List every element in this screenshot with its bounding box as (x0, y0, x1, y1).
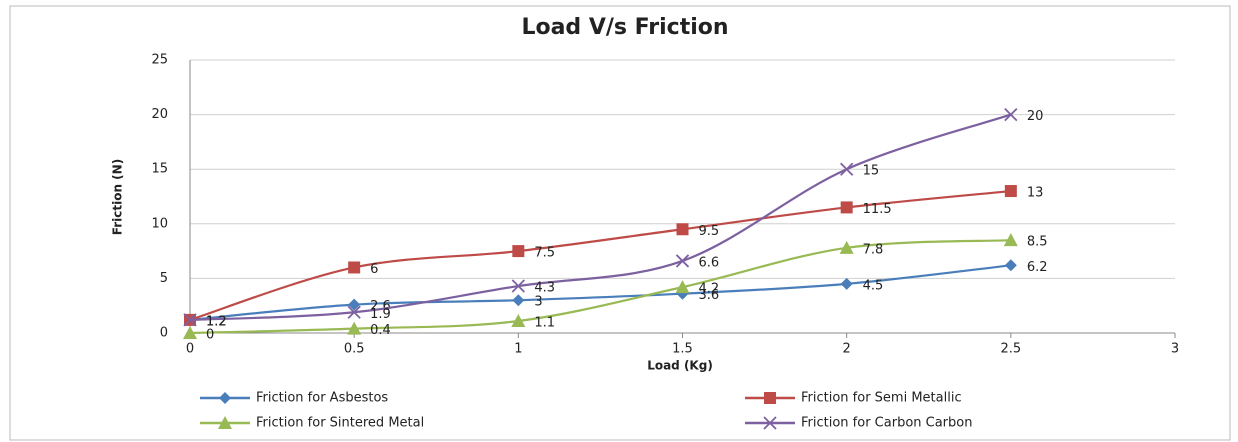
data-label: 6 (370, 262, 378, 277)
data-point (840, 162, 854, 176)
data-label: 1.1 (534, 315, 555, 330)
x-tick-label: 0.5 (344, 342, 365, 357)
data-point (183, 326, 197, 339)
data-label: 4.2 (699, 282, 720, 297)
x-tick-label: 0 (186, 342, 194, 357)
y-tick-label: 5 (160, 271, 168, 286)
legend-marker (764, 392, 776, 404)
series-line (189, 264, 1011, 321)
data-point (1003, 233, 1018, 247)
data-point (1004, 259, 1017, 272)
x-tick-label: 1 (514, 342, 522, 357)
data-point (1004, 185, 1017, 198)
legend-marker (218, 416, 232, 429)
series-line (189, 239, 1011, 335)
y-tick-label: 0 (160, 326, 168, 341)
data-label: 4.5 (863, 278, 884, 293)
legend-marker (219, 392, 231, 404)
data-label: 15 (863, 164, 880, 179)
legend-marker (763, 416, 777, 430)
data-point (347, 305, 361, 319)
data-point (511, 313, 526, 327)
data-point (348, 298, 361, 311)
data-label: 9.5 (699, 224, 720, 239)
data-label: 8.5 (1027, 235, 1048, 250)
series-line (189, 113, 1012, 321)
y-tick-label: 15 (151, 162, 168, 177)
data-label: 0.4 (370, 323, 391, 338)
data-label: 11.5 (863, 202, 892, 217)
x-tick-label: 2 (843, 342, 851, 357)
chart-frame (9, 5, 1231, 441)
data-point (512, 245, 525, 258)
x-tick-label: 2.5 (1000, 342, 1021, 357)
data-point (512, 294, 525, 307)
data-label: 4.3 (534, 281, 555, 296)
data-label: 0 (206, 328, 214, 343)
data-label: 7.8 (863, 242, 884, 257)
x-tick-label: 3 (1171, 342, 1179, 357)
data-label: 3 (534, 295, 542, 310)
series-line (189, 189, 1011, 321)
data-point (511, 279, 525, 293)
data-label: 1.2 (206, 314, 227, 329)
data-label: 20 (1027, 109, 1044, 124)
x-axis-title: Load (Kg) (647, 359, 713, 373)
data-point (840, 277, 853, 290)
y-tick-label: 20 (151, 107, 168, 122)
legend-label: Friction for Carbon Carbon (801, 416, 972, 431)
data-label: 6.2 (1027, 260, 1048, 275)
x-tick-label: 1.5 (672, 342, 693, 357)
data-point (675, 280, 690, 294)
legend-label: Friction for Semi Metallic (801, 391, 962, 406)
data-point (839, 240, 854, 254)
data-label: 3.6 (699, 288, 720, 303)
data-point (183, 313, 197, 327)
chart-title: Load V/s Friction (521, 15, 728, 40)
legend-label: Friction for Sintered Metal (256, 416, 424, 431)
data-label: 6.6 (699, 255, 720, 270)
y-tick-label: 10 (151, 216, 168, 231)
data-label: 1.9 (370, 307, 391, 322)
data-point (676, 223, 689, 236)
data-point (1004, 107, 1018, 122)
y-tick-label: 25 (151, 53, 168, 68)
legend-label: Friction for Asbestos (256, 391, 388, 406)
data-point (347, 321, 362, 335)
data-point (675, 254, 690, 268)
data-label: 7.5 (534, 246, 555, 261)
data-point (840, 201, 853, 214)
y-axis-title: Friction (N) (111, 159, 125, 235)
data-label: 13 (1027, 186, 1044, 201)
data-point (348, 261, 361, 274)
